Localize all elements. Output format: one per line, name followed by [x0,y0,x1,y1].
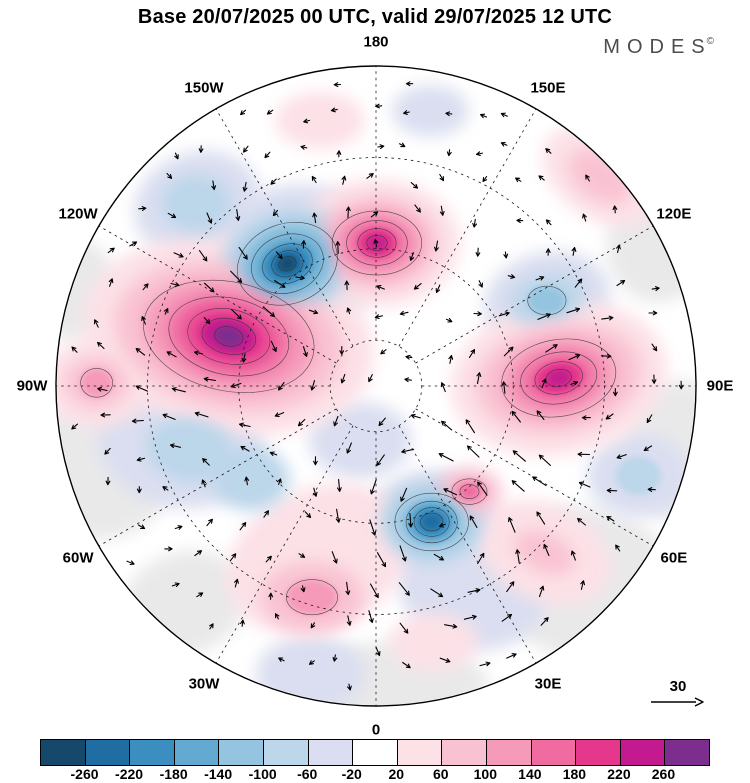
longitude-label: 120E [656,206,691,223]
colorbar-tick-label: 60 [433,766,449,782]
longitude-label: 150E [530,80,565,97]
colorbar-tick-label: 220 [607,766,631,782]
map-boundary [55,65,697,707]
anomaly-field [57,67,695,705]
colorbar-labels: -260 -220 -180 -140 -100 -60 -20 20 60 100 140 180 2… [40,766,708,782]
colorbar-tick-label: 260 [651,766,676,782]
longitude-label: 30E [535,675,562,692]
colorbar [40,739,710,766]
longitude-label: 60E [661,550,688,567]
colorbar-segment [665,740,709,765]
colorbar-segment [620,740,666,765]
wind-scale: 30 [646,678,710,708]
modes-logo: MODES© [603,36,714,59]
colorbar-tick-label: -60 [297,766,318,782]
longitude-labels: 180 150E 120E 90E 60E 30E 0 30W 60W 90W 120W 150W [17,34,734,739]
colorbar-segment [486,740,532,765]
colorbar-segment [397,740,443,765]
colorbar-segment [41,740,86,765]
longitude-label: 60W [63,550,95,567]
colorbar-segment [85,740,131,765]
colorbar-tick-label: -100 [248,766,277,782]
modes-logo-text: MODES [603,36,712,58]
colorbar-segment [263,740,309,765]
colorbar-segment [219,740,264,765]
longitude-label: 180 [363,34,388,51]
colorbar-tick-label: 20 [388,766,405,782]
wind-arrows [71,81,684,691]
colorbar-segment [130,740,175,765]
colorbar-tick-label: 180 [562,766,587,782]
wind-scale-arrow-icon [651,697,704,707]
colorbar-segment [442,740,487,765]
graticule [56,66,696,706]
colorbar-tick-label: -20 [341,766,362,782]
colorbar-tick-label: 140 [518,766,542,782]
longitude-label: 90W [17,378,49,395]
longitude-label: 120W [59,206,99,223]
longitude-label: 90E [707,378,734,395]
longitude-label: 0 [372,722,380,739]
colorbar-tick-label: -220 [115,766,144,782]
wind-scale-value: 30 [669,678,687,695]
longitude-label: 150W [184,80,224,97]
colorbar-tick-label: -140 [204,766,233,782]
copyright-mark: © [706,36,714,47]
chart-title: Base 20/07/2025 00 UTC, valid 29/07/2025… [137,6,613,28]
colorbar-tick-label: 100 [473,766,498,782]
colorbar-segment [576,740,621,765]
colorbar-segment [531,740,577,765]
colorbar-segment [174,740,220,765]
longitude-label: 30W [189,675,221,692]
colorbar-segment [308,740,354,765]
colorbar-tick-label: -180 [159,766,188,782]
polar-map: 180 150E 120E 90E 60E 30E 0 30W 60W 90W 120W 150W [17,34,734,739]
colorbar-tick-label: -260 [70,766,99,782]
colorbar-segment [353,740,398,765]
